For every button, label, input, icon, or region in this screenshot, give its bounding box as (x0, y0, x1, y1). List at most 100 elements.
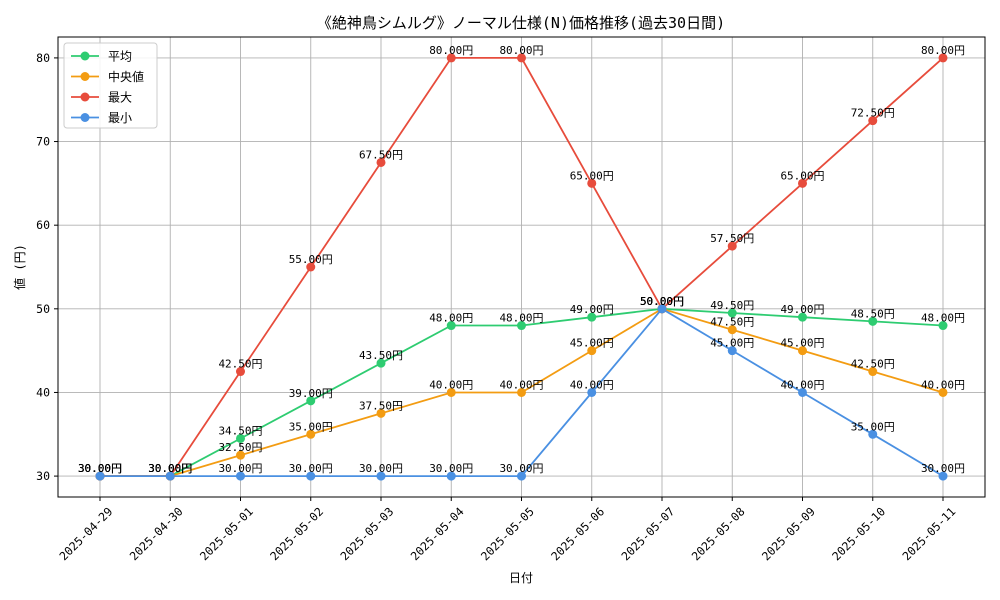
data-point-4 (376, 471, 386, 481)
data-point-2 (306, 429, 316, 439)
data-label: 65.00円 (570, 169, 614, 182)
x-tick-label: 2025-05-08 (689, 504, 748, 563)
data-point-3 (306, 262, 316, 272)
data-label: 42.50円 (218, 358, 262, 371)
data-point-2 (868, 367, 878, 377)
data-point-2 (727, 325, 737, 335)
data-point-1 (376, 358, 386, 368)
data-point-4 (446, 471, 456, 481)
data-label: 30.00円 (78, 462, 122, 475)
data-label: 35.00円 (289, 420, 333, 433)
data-label: 30.00円 (218, 462, 262, 475)
x-tick-label: 2025-05-01 (197, 504, 256, 563)
data-label: 45.00円 (570, 337, 614, 350)
data-point-4 (868, 429, 878, 439)
x-tick-label: 2025-05-02 (267, 504, 326, 563)
x-tick-label: 2025-05-09 (759, 504, 818, 563)
data-point-2 (236, 450, 245, 460)
data-label: 50.00円 (640, 295, 684, 308)
legend-label: 最大 (108, 91, 132, 105)
legend-label: 中央値 (108, 69, 144, 84)
data-label: 50.00円 (640, 295, 684, 308)
x-tick-label: 2025-05-10 (829, 504, 888, 563)
legend-marker (80, 72, 90, 81)
data-point-1 (798, 312, 807, 322)
y-tick-label: 60 (36, 218, 50, 232)
data-label: 40.00円 (499, 378, 543, 391)
data-point-3 (446, 53, 456, 63)
data-label: 42.50円 (851, 358, 895, 371)
data-point-2 (938, 387, 948, 397)
data-point-1 (517, 321, 526, 331)
data-label: 72.50円 (851, 107, 895, 120)
data-label: 57.50円 (710, 232, 754, 245)
data-label: 30.00円 (78, 462, 122, 475)
y-tick-label: 70 (36, 135, 50, 149)
data-point-2 (376, 408, 386, 418)
data-label: 30.00円 (148, 462, 192, 475)
data-label: 67.50円 (359, 148, 403, 161)
data-label: 40.00円 (921, 378, 965, 391)
legend-marker (80, 51, 90, 61)
legend-marker (80, 92, 90, 102)
x-tick-label: 2025-05-06 (548, 504, 607, 563)
x-tick-label: 2025-04-29 (56, 504, 115, 563)
data-label: 37.50円 (359, 399, 403, 412)
data-label: 30.00円 (78, 462, 122, 475)
data-point-1 (236, 433, 245, 443)
data-label: 80.00円 (429, 44, 473, 57)
data-point-3 (236, 367, 245, 377)
data-point-3 (798, 178, 807, 188)
x-tick-label: 2025-05-05 (478, 504, 537, 563)
data-label: 30.00円 (429, 462, 473, 475)
data-label: 30.00円 (289, 462, 333, 475)
data-label: 65.00円 (780, 169, 824, 182)
data-point-4 (517, 471, 526, 481)
data-label: 55.00円 (289, 253, 333, 266)
data-label: 43.50円 (359, 349, 403, 362)
data-point-1 (727, 308, 737, 318)
data-label: 39.00円 (289, 387, 333, 400)
data-label: 48.00円 (921, 312, 965, 325)
data-point-4 (306, 471, 316, 481)
legend-marker (80, 113, 90, 122)
data-point-4 (657, 304, 667, 314)
data-label: 50.00円 (640, 295, 684, 308)
data-label: 80.00円 (921, 44, 965, 57)
data-point-3 (727, 241, 737, 251)
data-point-2 (587, 346, 597, 356)
chart-title: 《絶神鳥シムルグ》ノーマル仕様(N)価格推移(過去30日間) (317, 14, 725, 32)
y-tick-label: 30 (36, 469, 50, 483)
data-point-2 (798, 346, 807, 356)
data-label: 30.00円 (359, 462, 403, 475)
data-label: 35.00円 (851, 420, 895, 433)
data-label: 30.00円 (148, 462, 192, 475)
x-tick-label: 2025-05-07 (618, 504, 677, 563)
data-label: 50.00円 (640, 295, 684, 308)
data-label: 49.00円 (570, 303, 614, 316)
data-label: 47.50円 (710, 316, 754, 329)
data-label: 48.00円 (499, 312, 543, 325)
data-label: 30.00円 (499, 462, 543, 475)
data-point-4 (95, 471, 105, 481)
data-point-1 (868, 316, 878, 326)
data-point-1 (446, 321, 456, 331)
data-label: 30.00円 (148, 462, 192, 475)
data-label: 30.00円 (148, 462, 192, 475)
x-tick-label: 2025-05-04 (408, 504, 467, 563)
data-point-3 (587, 178, 597, 188)
data-labels: 30.00円 30.00円 34.50円 39.00円 43.50円 48.00円 48.0… (78, 44, 965, 475)
data-label: 30.00円 (78, 462, 122, 475)
x-axis-ticks: 2025-04-29 2025-04-30 2025-05-01 2025-05-02… (56, 497, 958, 563)
x-tick-label: 2025-05-03 (337, 504, 396, 563)
data-point-4 (236, 471, 245, 481)
x-tick-label: 2025-05-11 (899, 504, 958, 563)
series-layer (95, 53, 948, 481)
data-point-4 (587, 387, 597, 397)
data-label: 32.50円 (218, 441, 262, 454)
data-label: 48.50円 (851, 307, 895, 320)
legend-box (63, 42, 158, 129)
data-point-4 (727, 346, 737, 356)
